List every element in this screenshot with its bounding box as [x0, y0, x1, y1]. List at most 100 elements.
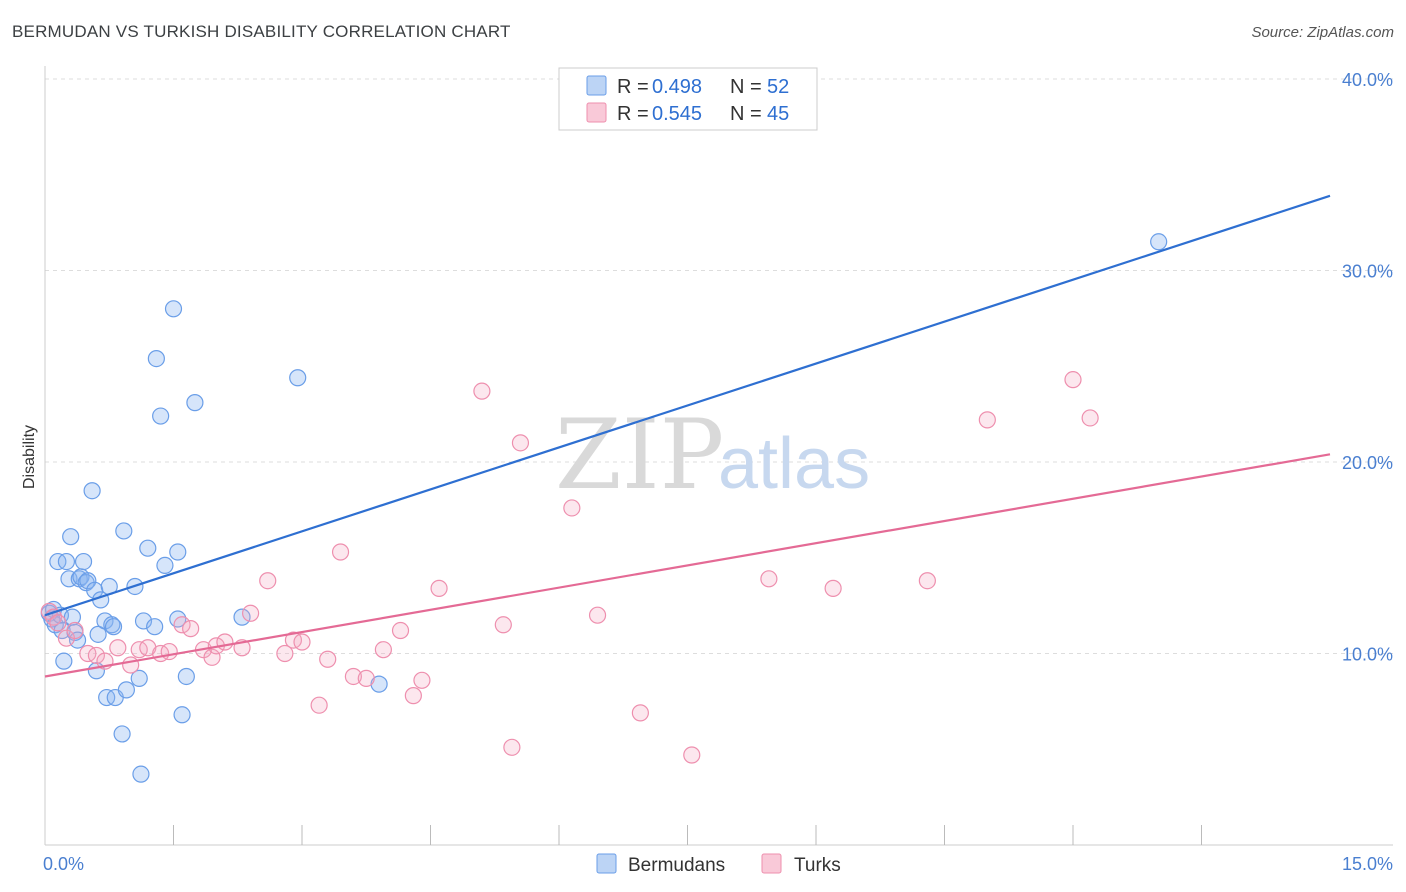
- x-tick-labels: 0.0% 15.0%: [43, 854, 1393, 874]
- turks-point-15: [182, 620, 200, 638]
- bermudans-point-49: [289, 369, 307, 387]
- turks-point-25: [293, 633, 311, 651]
- bermudans-point-48: [233, 608, 251, 626]
- source-credit: Source: ZipAtlas.com: [1251, 24, 1394, 41]
- bermudans-point-39: [147, 349, 165, 368]
- bermudans-point-22: [89, 625, 107, 643]
- bermudans-point-32: [117, 681, 135, 699]
- bermudans-point-8: [57, 552, 76, 571]
- bermudans-point-28: [104, 618, 123, 636]
- watermark-zip: ZIP: [555, 399, 724, 511]
- turks-point-37: [494, 616, 512, 634]
- turks-point-43: [683, 746, 701, 764]
- turks-point-31: [374, 641, 392, 659]
- legend-n-label-turks: N =: [730, 103, 762, 125]
- turks-point-45: [824, 579, 842, 597]
- turks-point-9: [122, 656, 140, 674]
- turks-point-40: [563, 499, 581, 517]
- watermark: ZIP atlas: [555, 399, 870, 511]
- legend-r-label-turks: R =: [617, 103, 649, 125]
- bermudans-point-51: [1150, 233, 1168, 251]
- x-tick-label-0: 0.0%: [43, 854, 84, 874]
- turks-point-35: [430, 579, 448, 597]
- legend-r-value-bermudans: 0.498: [652, 76, 702, 98]
- y-tick-label-0: 10.0%: [1342, 645, 1393, 665]
- bermudans-trendline: [44, 194, 1331, 617]
- turks-point-22: [259, 572, 277, 590]
- turks-point-19: [216, 633, 234, 651]
- turks-point-49: [1081, 409, 1099, 427]
- legend-n-value-bermudans: 52: [767, 76, 789, 98]
- turks-point-29: [344, 667, 362, 686]
- turks-point-23: [276, 644, 294, 663]
- bermudans-point-31: [115, 522, 133, 540]
- x-tick-label-1: 15.0%: [1342, 854, 1393, 874]
- turks-point-30: [357, 669, 375, 687]
- turks-point-38: [503, 738, 521, 756]
- turks-point-2: [49, 614, 67, 632]
- chart-title: BERMUDAN VS TURKISH DISABILITY CORRELATI…: [12, 22, 511, 41]
- bermudans-point-47: [186, 394, 204, 412]
- legend-n-label-bermudans: N =: [730, 76, 762, 98]
- bermudans-point-10: [62, 528, 80, 546]
- y-tick-label-3: 40.0%: [1342, 70, 1393, 90]
- bermudans-point-38: [146, 618, 164, 636]
- bermudans-point-19: [83, 482, 101, 500]
- turks-point-46: [918, 572, 936, 590]
- turks-point-44: [760, 570, 778, 588]
- legend-swatch-bermudans: [586, 75, 607, 96]
- legend-r-label-bermudans: R =: [617, 76, 649, 98]
- turks-point-6: [87, 646, 106, 665]
- legend-r-value-turks: 0.545: [652, 103, 702, 125]
- turks-point-42: [631, 704, 649, 722]
- turks-point-13: [160, 642, 178, 661]
- turks-point-28: [331, 543, 350, 561]
- bermudans-point-16: [74, 552, 93, 571]
- turks-point-14: [173, 616, 191, 634]
- bermudans-point-34: [130, 669, 148, 687]
- bottom-legend-label-bermudans: Bermudans: [628, 855, 725, 876]
- y-axis-label: Disability: [21, 425, 38, 489]
- gridlines: [45, 78, 1393, 654]
- legend-n-value-turks: 45: [767, 103, 789, 125]
- bermudans-point-45: [173, 706, 191, 724]
- trendlines: [44, 194, 1331, 678]
- turks-point-47: [978, 411, 996, 429]
- axes: [44, 66, 1393, 846]
- bottom-legend: Bermudans Turks: [596, 853, 841, 876]
- turks-point-33: [404, 687, 422, 705]
- bermudans-point-42: [164, 300, 183, 318]
- bermudans-point-41: [156, 556, 174, 575]
- turks-point-34: [413, 671, 431, 689]
- legend-box: R = 0.498 N = 52 R = 0.545 N = 45: [558, 67, 818, 131]
- y-tick-labels: 10.0% 20.0% 30.0% 40.0%: [1342, 70, 1393, 665]
- bermudans-point-40: [152, 407, 170, 425]
- bermudans-point-35: [132, 765, 150, 783]
- bermudans-point-18: [79, 572, 97, 590]
- bermudans-point-7: [55, 652, 73, 670]
- turks-point-27: [319, 650, 337, 668]
- turks-point-48: [1064, 371, 1082, 389]
- bermudans-point-46: [177, 667, 195, 686]
- turks-point-36: [473, 382, 491, 400]
- bermudans-point-44: [169, 543, 187, 561]
- bermudans-point-36: [134, 612, 153, 630]
- turks-point-41: [588, 606, 607, 624]
- bermudans-point-30: [113, 725, 131, 743]
- y-tick-label-2: 30.0%: [1342, 262, 1393, 282]
- turks-point-39: [511, 434, 530, 452]
- turks-point-32: [391, 621, 410, 640]
- turks-point-4: [66, 621, 84, 640]
- turks-point-21: [242, 604, 260, 622]
- turks-trendline: [44, 453, 1331, 678]
- bermudans-point-37: [139, 539, 157, 557]
- bottom-legend-label-turks: Turks: [794, 855, 841, 876]
- y-tick-label-1: 20.0%: [1342, 453, 1393, 473]
- turks-point-8: [109, 639, 127, 657]
- turks-point-26: [310, 696, 328, 714]
- legend-swatch-turks: [586, 102, 607, 123]
- bottom-legend-swatch-bermudans: [596, 853, 617, 874]
- bottom-legend-swatch-turks: [761, 853, 782, 874]
- watermark-atlas: atlas: [718, 424, 870, 504]
